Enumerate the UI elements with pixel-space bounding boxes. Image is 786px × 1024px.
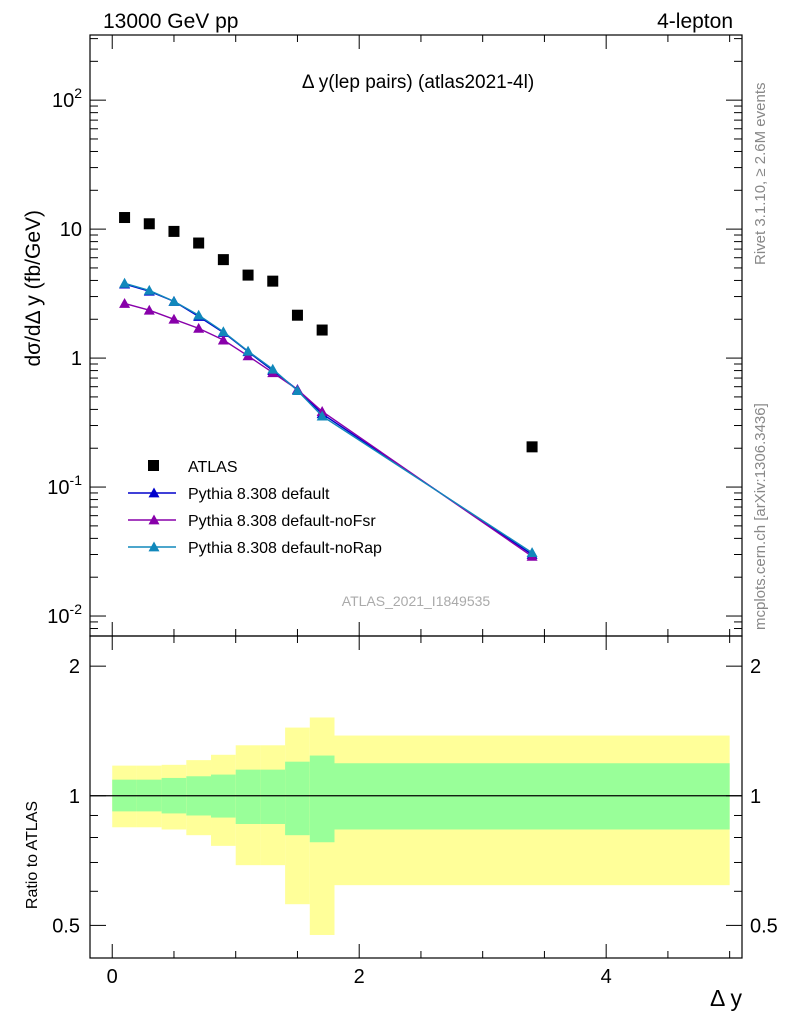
legend-label-3: Pythia 8.308 default-noRap [188, 540, 382, 557]
data-point [267, 275, 279, 287]
ratio-panel [90, 717, 742, 935]
mc-marker [217, 334, 229, 345]
ratio-tick-label-left: 0.5 [52, 915, 80, 937]
legend-label-atlas: ATLAS [188, 459, 238, 476]
ratio-tick-label-left: 2 [69, 656, 80, 678]
header-left: 13000 GeV pp [103, 10, 238, 33]
ratio-band-inner [235, 769, 261, 824]
ratio-band-inner [260, 769, 286, 824]
data-point [291, 309, 303, 321]
x-tick-label: 4 [601, 966, 612, 988]
x-tick-label: 0 [107, 966, 118, 988]
mcplots-label: mcplots.cern.ch [arXiv:1306.3436] [752, 403, 769, 630]
ratio-band-inner [309, 755, 335, 843]
data-point [526, 441, 538, 453]
mc-marker [193, 322, 205, 333]
y-axis-title: dσ/dΔ y (fb/GeV) [22, 210, 45, 367]
mc-marker [119, 298, 131, 308]
chart-title: Δ y(lep pairs) (atlas2021-4l) [302, 72, 534, 93]
x-tick-label: 2 [354, 966, 365, 988]
y-tick-label: 1 [71, 348, 82, 370]
mc-marker [168, 313, 180, 324]
data-point [316, 324, 328, 336]
y-tick-label: 102 [52, 85, 82, 112]
mc-marker [143, 284, 155, 295]
data-point [119, 212, 131, 224]
mc-marker [119, 277, 131, 288]
ratio-axis-title: Ratio to ATLAS [24, 801, 41, 909]
ratio-tick-label-right: 0.5 [750, 915, 778, 937]
mc-marker [193, 309, 205, 320]
ratio-tick-label-left: 1 [69, 786, 80, 808]
watermark: ATLAS_2021_I1849535 [342, 593, 491, 609]
mc-marker [217, 326, 229, 337]
legend: ATLAS Pythia 8.308 default Pythia 8.308 de… [128, 459, 382, 557]
ratio-band-inner [285, 761, 310, 836]
data-point [217, 254, 229, 266]
legend-label-1: Pythia 8.308 default [188, 486, 330, 503]
data-point [168, 225, 180, 237]
legend-marker-atlas [148, 460, 159, 471]
y-tick-label: 10 [60, 219, 82, 241]
data-point [143, 218, 155, 230]
mc-marker [242, 345, 254, 356]
legend-marker-3 [148, 541, 160, 552]
legend-label-2: Pythia 8.308 default-noFsr [188, 513, 376, 530]
legend-marker-1 [148, 487, 160, 498]
mc-marker [291, 385, 303, 395]
x-axis-title: Δ y [710, 985, 742, 1011]
mc-line-2 [124, 302, 533, 557]
main-panel [119, 212, 538, 561]
data-point [242, 269, 254, 281]
y-tick-label: 10-1 [47, 472, 82, 499]
header-right: 4-lepton [657, 10, 733, 33]
legend-marker-2 [148, 514, 160, 525]
ratio-frame [89, 635, 743, 959]
data-point [193, 237, 205, 249]
mc-marker [168, 295, 180, 306]
rivet-label: Rivet 3.1.10, ≥ 2.6M events [752, 83, 769, 266]
mc-line-3 [124, 282, 533, 554]
mc-marker [526, 547, 538, 558]
y-tick-label: 10-2 [47, 601, 82, 628]
ratio-tick-label-right: 1 [750, 786, 761, 808]
mc-marker [143, 304, 155, 315]
axes: 0 2 4 10-2 10-1 1 10 102 0.5 0.5 1 1 2 2 [47, 34, 778, 988]
ratio-tick-label-right: 2 [750, 656, 761, 678]
mc-marker [267, 363, 279, 374]
mc-marker [316, 410, 328, 421]
